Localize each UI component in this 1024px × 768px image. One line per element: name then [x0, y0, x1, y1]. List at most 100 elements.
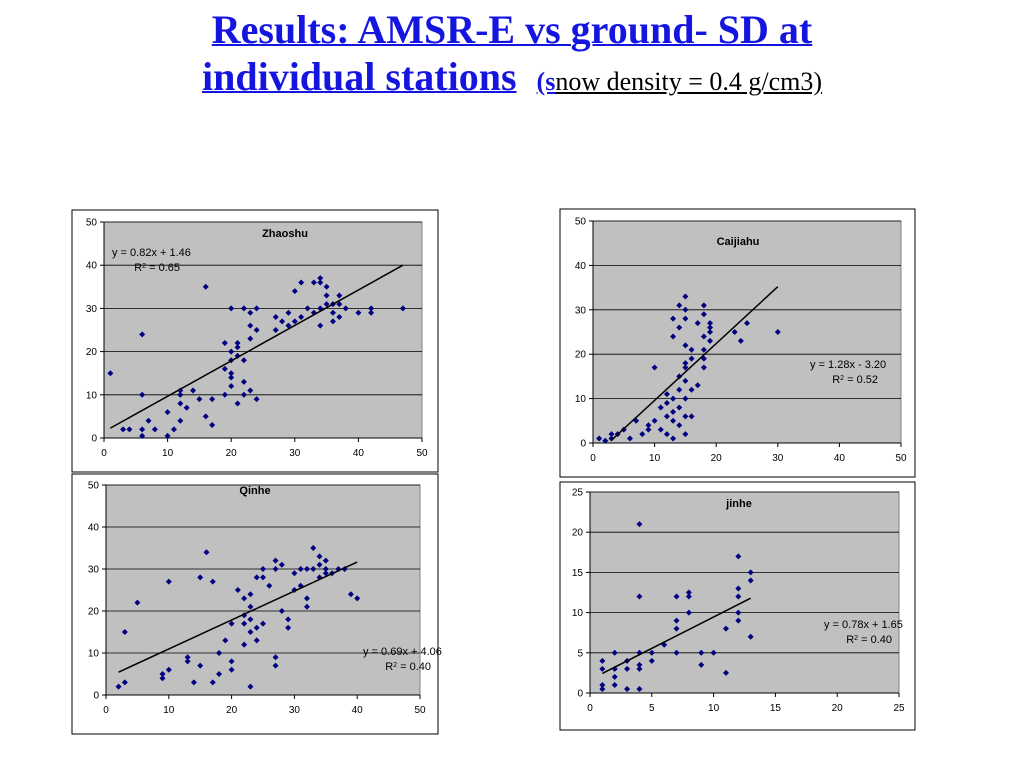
- data-point: [134, 599, 141, 606]
- data-point: [329, 309, 336, 316]
- data-point: [636, 593, 643, 600]
- data-point: [368, 305, 375, 312]
- data-point: [317, 279, 324, 286]
- y-tick-label: 0: [93, 691, 99, 702]
- data-point: [240, 391, 247, 398]
- y-tick-label: 30: [86, 304, 98, 315]
- data-point: [177, 417, 184, 424]
- data-point: [602, 437, 609, 444]
- data-point: [676, 386, 683, 393]
- data-point: [234, 400, 241, 407]
- data-point: [272, 662, 279, 669]
- data-point: [247, 629, 254, 635]
- data-point: [651, 364, 658, 371]
- data-point: [202, 413, 209, 420]
- data-point: [196, 396, 203, 403]
- data-point: [682, 342, 689, 349]
- data-point: [202, 283, 209, 290]
- data-point: [253, 624, 260, 631]
- data-point: [234, 587, 241, 593]
- data-point: [747, 633, 754, 640]
- data-point: [645, 426, 652, 433]
- data-point: [247, 603, 254, 610]
- data-point: [735, 553, 742, 560]
- data-point: [228, 305, 235, 312]
- data-point: [611, 681, 618, 688]
- data-point: [278, 608, 285, 614]
- data-point: [323, 301, 330, 308]
- data-point: [645, 422, 652, 429]
- x-tick-label: 10: [649, 453, 661, 464]
- data-point: [121, 629, 128, 635]
- data-point: [209, 422, 216, 429]
- data-point: [685, 609, 692, 616]
- trendline: [109, 264, 404, 429]
- data-point: [209, 396, 216, 403]
- data-point: [139, 391, 146, 398]
- data-point: [682, 315, 689, 322]
- data-point: [184, 654, 191, 661]
- data-point: [272, 557, 279, 564]
- data-point: [247, 335, 254, 342]
- data-point: [253, 637, 260, 644]
- data-point: [688, 346, 695, 353]
- y-tick-label: 40: [88, 523, 100, 534]
- data-point: [700, 364, 707, 371]
- data-point: [676, 302, 683, 309]
- data-point: [596, 435, 603, 442]
- data-point: [688, 413, 695, 420]
- r-squared: R2 = 0.52: [832, 374, 878, 386]
- data-point: [682, 360, 689, 367]
- data-point: [707, 337, 714, 344]
- data-point: [165, 578, 172, 585]
- y-tick-label: 30: [575, 305, 587, 316]
- data-point: [139, 331, 146, 338]
- data-point: [663, 413, 670, 420]
- y-tick-label: 10: [86, 390, 98, 401]
- x-tick-label: 10: [162, 448, 174, 459]
- data-point: [707, 329, 714, 335]
- data-point: [310, 545, 317, 551]
- y-tick-label: 20: [572, 528, 584, 539]
- data-point: [648, 649, 655, 656]
- data-point: [707, 324, 714, 331]
- data-point: [151, 426, 158, 433]
- data-point: [228, 666, 235, 673]
- data-point: [700, 346, 707, 353]
- x-tick-label: 20: [226, 448, 238, 459]
- data-point: [304, 305, 311, 312]
- data-point: [731, 329, 738, 335]
- data-point: [203, 549, 210, 556]
- data-point: [744, 320, 750, 327]
- data-point: [624, 665, 631, 672]
- data-point: [682, 293, 689, 300]
- data-point: [774, 329, 781, 335]
- data-point: [260, 574, 266, 581]
- data-point: [399, 305, 406, 312]
- data-point: [247, 683, 254, 690]
- data-point: [184, 658, 191, 665]
- data-point: [197, 574, 204, 581]
- trendline: [610, 286, 779, 441]
- data-point: [253, 574, 260, 581]
- data-point: [260, 566, 266, 572]
- data-point: [272, 327, 279, 333]
- data-point: [608, 435, 615, 442]
- data-point: [126, 426, 133, 433]
- data-point: [228, 620, 235, 627]
- data-point: [676, 404, 683, 411]
- data-point: [735, 609, 742, 616]
- y-tick-label: 0: [577, 689, 583, 700]
- x-tick-label: 40: [353, 448, 365, 459]
- y-tick-label: 50: [86, 218, 98, 229]
- data-point: [347, 591, 354, 598]
- data-point: [222, 637, 229, 644]
- x-tick-label: 10: [708, 703, 720, 714]
- data-point: [228, 383, 235, 390]
- data-point: [241, 620, 248, 627]
- data-point: [310, 566, 317, 572]
- data-point: [322, 566, 329, 572]
- data-point: [663, 400, 670, 407]
- data-point: [700, 302, 707, 309]
- data-point: [266, 582, 273, 589]
